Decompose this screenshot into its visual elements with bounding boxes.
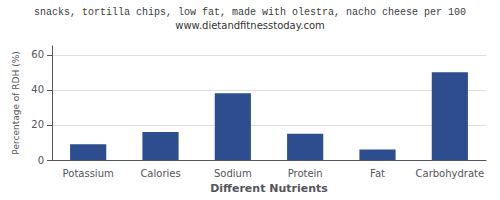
svg-text:Sodium: Sodium: [214, 168, 252, 179]
svg-text:40: 40: [31, 84, 44, 95]
svg-text:Potassium: Potassium: [63, 168, 114, 179]
svg-text:20: 20: [31, 119, 44, 130]
svg-text:60: 60: [31, 49, 44, 60]
svg-text:Protein: Protein: [288, 168, 323, 179]
svg-text:Carbohydrate: Carbohydrate: [416, 168, 485, 179]
svg-text:0: 0: [38, 155, 44, 166]
svg-text:Percentage of RDH (%): Percentage of RDH (%): [11, 51, 21, 154]
svg-text:Different Nutrients: Different Nutrients: [210, 182, 328, 195]
svg-text:Fat: Fat: [370, 168, 385, 179]
svg-text:Calories: Calories: [140, 168, 180, 179]
svg-text:www.dietandfitnesstoday.com: www.dietandfitnesstoday.com: [175, 20, 324, 31]
svg-text:snacks, tortilla chips, low fa: snacks, tortilla chips, low fat, made wi…: [34, 7, 466, 18]
